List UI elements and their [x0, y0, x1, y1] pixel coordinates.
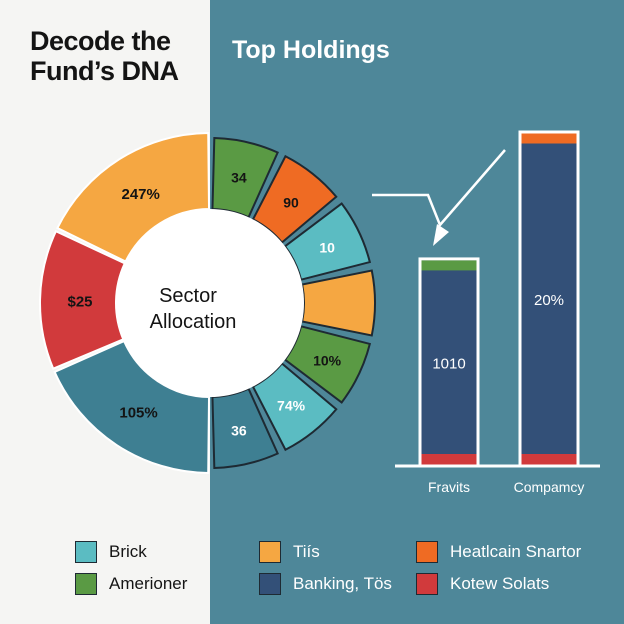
inner-segment-label: 34	[231, 169, 247, 185]
legend-label: Heatlcain Snartor	[450, 542, 582, 561]
center-label-line2: Allocation	[150, 311, 237, 333]
outer-slice-label: $25	[68, 293, 93, 310]
inner-segment-label: 74%	[277, 398, 306, 414]
sector-donut: 105% $25 247% 34 90 10 10% 74% 36	[39, 131, 376, 475]
legend-item-tiis: Tiís	[259, 541, 320, 563]
donut-center	[116, 209, 304, 397]
inner-segment	[300, 269, 376, 337]
legend-label: Banking, Tös	[293, 574, 392, 593]
legend-swatch	[416, 573, 438, 595]
legend-swatch	[75, 541, 97, 563]
bar-category-label: Compamcy	[514, 479, 585, 495]
connector-arrow	[433, 224, 449, 246]
legend-item-heatlcain: Heatlcain Snartor	[416, 541, 581, 563]
bar-value-label: 20%	[534, 292, 564, 309]
inner-segment	[251, 362, 338, 452]
bar-cap	[421, 260, 477, 271]
legend-swatch	[259, 541, 281, 563]
legend-item-kotew: Kotew Solats	[416, 573, 549, 595]
holding-bar	[518, 130, 580, 468]
legend-label: Amerioner	[109, 574, 188, 593]
legend-label: Tiís	[293, 542, 320, 561]
legend-swatch	[259, 573, 281, 595]
inner-segment-label: 10%	[313, 352, 342, 368]
inner-segment-label: 90	[283, 194, 299, 210]
legend-label: Kotew Solats	[450, 574, 550, 593]
outer-slice-label: 105%	[119, 405, 157, 422]
legend-item-banking: Banking, Tös	[259, 573, 392, 595]
legend-item-amerioner: Amerioner	[75, 573, 187, 595]
inner-segment	[211, 387, 279, 469]
bar-category-label: Fravits	[428, 479, 470, 495]
inner-segment-label: 10	[319, 240, 335, 256]
bar-base-band	[421, 454, 477, 465]
holdings-bars: 1010 Fravits 20% Compamcy	[372, 130, 600, 495]
inner-segment-label: 36	[231, 423, 247, 439]
inner-segment	[211, 137, 279, 219]
bar-base-band	[521, 454, 577, 465]
legend-label: Brick	[109, 542, 147, 561]
legend-swatch	[75, 573, 97, 595]
page-title: Decode the Fund’s DNA	[30, 26, 179, 86]
outer-slice-label: 247%	[121, 186, 159, 203]
bar-value-label: 1010	[432, 355, 465, 372]
center-label-line1: Sector	[159, 285, 217, 307]
holding-bar	[418, 257, 480, 468]
bar-cap	[521, 133, 577, 144]
holdings-title: Top Holdings	[232, 36, 390, 64]
legend-item-brick: Brick	[75, 541, 147, 563]
connector-line	[372, 149, 506, 228]
legend-swatch	[416, 541, 438, 563]
